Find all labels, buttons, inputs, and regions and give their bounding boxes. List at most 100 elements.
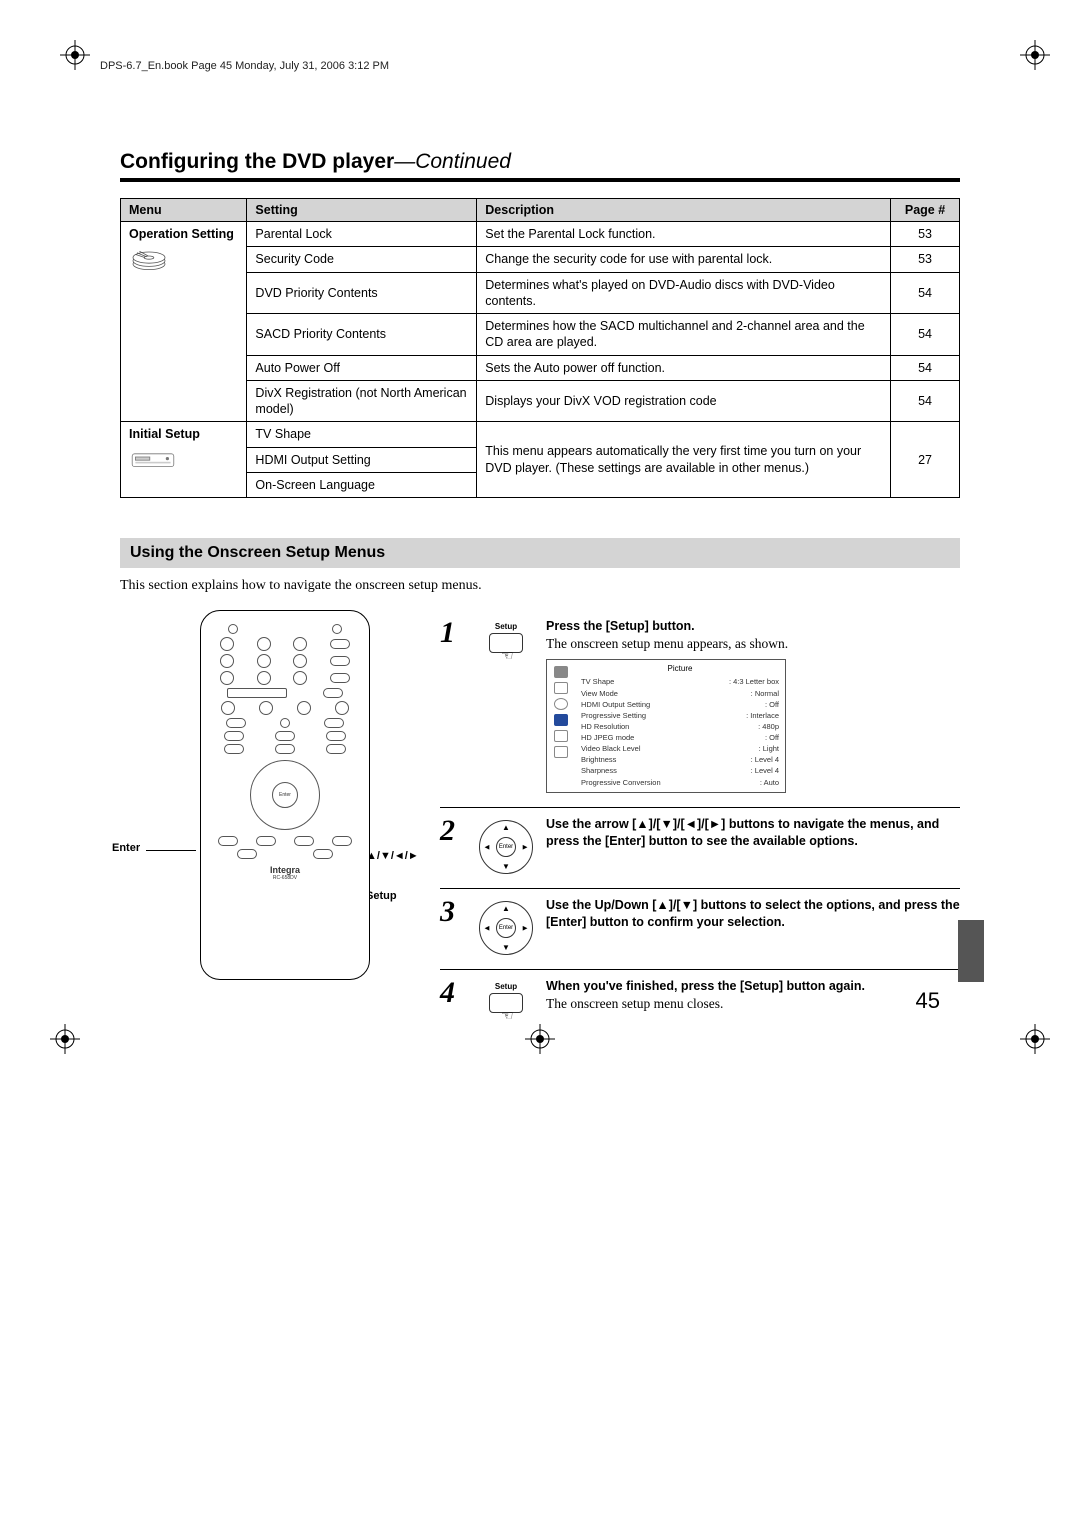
osd-key: HD JPEG mode	[581, 733, 634, 743]
table-header-description: Description	[477, 199, 891, 222]
remote-model: RC-658DV	[209, 875, 361, 881]
osd-val: : 4:3 Letter box	[729, 677, 779, 687]
setting-cell: TV Shape	[247, 422, 477, 447]
table-header-menu: Menu	[121, 199, 247, 222]
settings-table: Menu Setting Description Page # Operatio…	[120, 198, 960, 498]
setting-cell: Security Code	[247, 247, 477, 272]
remote-enter-button: Enter	[272, 782, 298, 808]
setting-cell: HDMI Output Setting	[247, 447, 477, 472]
table-row: SACD Priority Contents Determines how th…	[121, 314, 960, 356]
table-header-page: Page #	[891, 199, 960, 222]
step-title: Press the [Setup] button.	[546, 618, 960, 635]
menu-title: Operation Setting	[129, 226, 238, 242]
osd-val: : Interlace	[746, 711, 779, 721]
table-row: DVD Priority Contents Determines what's …	[121, 272, 960, 314]
osd-val: : Normal	[751, 689, 779, 699]
setup-icon-label: Setup	[483, 982, 529, 991]
step-number: 1	[440, 618, 466, 793]
callout-enter-label: Enter	[112, 842, 140, 854]
desc-cell: Determines how the SACD multichannel and…	[477, 314, 891, 356]
setting-cell: Auto Power Off	[247, 355, 477, 380]
page-cell: 27	[891, 422, 960, 498]
page-cell: 54	[891, 380, 960, 422]
setting-cell: DVD Priority Contents	[247, 272, 477, 314]
table-row: Security Code Change the security code f…	[121, 247, 960, 272]
osd-key: HD Resolution	[581, 722, 629, 732]
page-cell: 54	[891, 355, 960, 380]
step-title: When you've finished, press the [Setup] …	[546, 978, 960, 995]
desc-cell: Determines what's played on DVD-Audio di…	[477, 272, 891, 314]
menu-title: Initial Setup	[129, 426, 238, 442]
dpad-enter-icon: Enter	[496, 918, 516, 938]
desc-cell: Set the Parental Lock function.	[477, 222, 891, 247]
osd-tab-icon	[554, 746, 568, 758]
step-title: Use the arrow [▲]/[▼]/[◄]/[►] buttons to…	[546, 816, 960, 850]
osd-tab-icon	[554, 682, 568, 694]
setting-cell: Parental Lock	[247, 222, 477, 247]
callout-line	[146, 850, 196, 851]
osd-tab-icon	[554, 714, 568, 726]
remote-brand: Integra	[209, 865, 361, 875]
remote-dpad-icon: Enter	[250, 760, 320, 830]
section-title: Configuring the DVD player—Continued	[120, 150, 960, 182]
section-continued: —Continued	[394, 150, 511, 173]
dpad-icon: ▲▼◄► Enter	[479, 820, 533, 874]
table-header-setting: Setting	[247, 199, 477, 222]
callout-setup-label: Setup	[366, 890, 397, 902]
osd-key: Progressive Conversion	[581, 778, 661, 788]
desc-cell: Displays your DivX VOD registration code	[477, 380, 891, 422]
step-number: 4	[440, 978, 466, 1030]
callout-arrows-label: ▲/▼/◄/►	[366, 850, 419, 862]
desc-cell: Sets the Auto power off function.	[477, 355, 891, 380]
osd-val: : Auto	[760, 778, 779, 788]
dpad-icon: ▲▼◄► Enter	[479, 901, 533, 955]
osd-tab-icon	[554, 666, 568, 678]
step-number: 2	[440, 816, 466, 874]
remote-outline: Enter Integra RC-658DV	[200, 610, 370, 980]
step-2: 2 ▲▼◄► Enter Use the arrow [▲]/[▼]/[◄]/[…	[440, 808, 960, 889]
osd-val: : Light	[759, 744, 779, 754]
osd-tab-icon	[554, 698, 568, 710]
page-cell: 53	[891, 247, 960, 272]
step-number: 3	[440, 897, 466, 955]
osd-key: Brightness	[581, 755, 616, 765]
menu-cell-initial: Initial Setup	[121, 422, 247, 498]
desc-cell: This menu appears automatically the very…	[477, 422, 891, 498]
osd-key: Progressive Setting	[581, 711, 646, 721]
osd-tab-icon	[554, 730, 568, 742]
osd-val: : Level 4	[751, 766, 779, 776]
table-row: Auto Power Off Sets the Auto power off f…	[121, 355, 960, 380]
step-text: The onscreen setup menu appears, as show…	[546, 635, 960, 653]
osd-val: : 480p	[758, 722, 779, 732]
setup-icon-label: Setup	[483, 622, 529, 631]
remote-diagram: Enter ▲/▼/◄/► Setup	[120, 610, 420, 1044]
setting-cell: DivX Registration (not North American mo…	[247, 380, 477, 422]
table-row: Initial Setup TV Shape This menu appears…	[121, 422, 960, 447]
intro-text: This section explains how to navigate th…	[120, 578, 960, 594]
subsection-title: Using the Onscreen Setup Menus	[120, 538, 960, 568]
thumb-tab	[958, 920, 984, 982]
hand-pointer-icon: ☜	[501, 647, 547, 664]
osd-key: TV Shape	[581, 677, 614, 687]
step-3: 3 ▲▼◄► Enter Use the Up/Down [▲]/[▼] but…	[440, 889, 960, 970]
page-cell: 54	[891, 314, 960, 356]
steps-list: 1 Setup ☜ Press the [Setup] button. The …	[440, 610, 960, 1044]
page-number: 45	[916, 988, 940, 1014]
section-title-text: Configuring the DVD player	[120, 150, 394, 173]
page-cell: 54	[891, 272, 960, 314]
step-text: The onscreen setup menu closes.	[546, 995, 960, 1013]
osd-val: : Off	[765, 733, 779, 743]
osd-key: Sharpness	[581, 766, 617, 776]
osd-val: : Off	[765, 700, 779, 710]
setting-cell: On-Screen Language	[247, 472, 477, 497]
menu-cell-operation: Operation Setting	[121, 222, 247, 422]
osd-val: : Level 4	[751, 755, 779, 765]
osd-key: Video Black Level	[581, 744, 640, 754]
dpad-enter-icon: Enter	[496, 837, 516, 857]
device-icon	[129, 449, 177, 471]
osd-title: Picture	[581, 664, 779, 675]
osd-key: View Mode	[581, 689, 618, 699]
step-title: Use the Up/Down [▲]/[▼] buttons to selec…	[546, 897, 960, 931]
hand-pointer-icon: ☜	[501, 1007, 547, 1024]
osd-key: HDMI Output Setting	[581, 700, 650, 710]
